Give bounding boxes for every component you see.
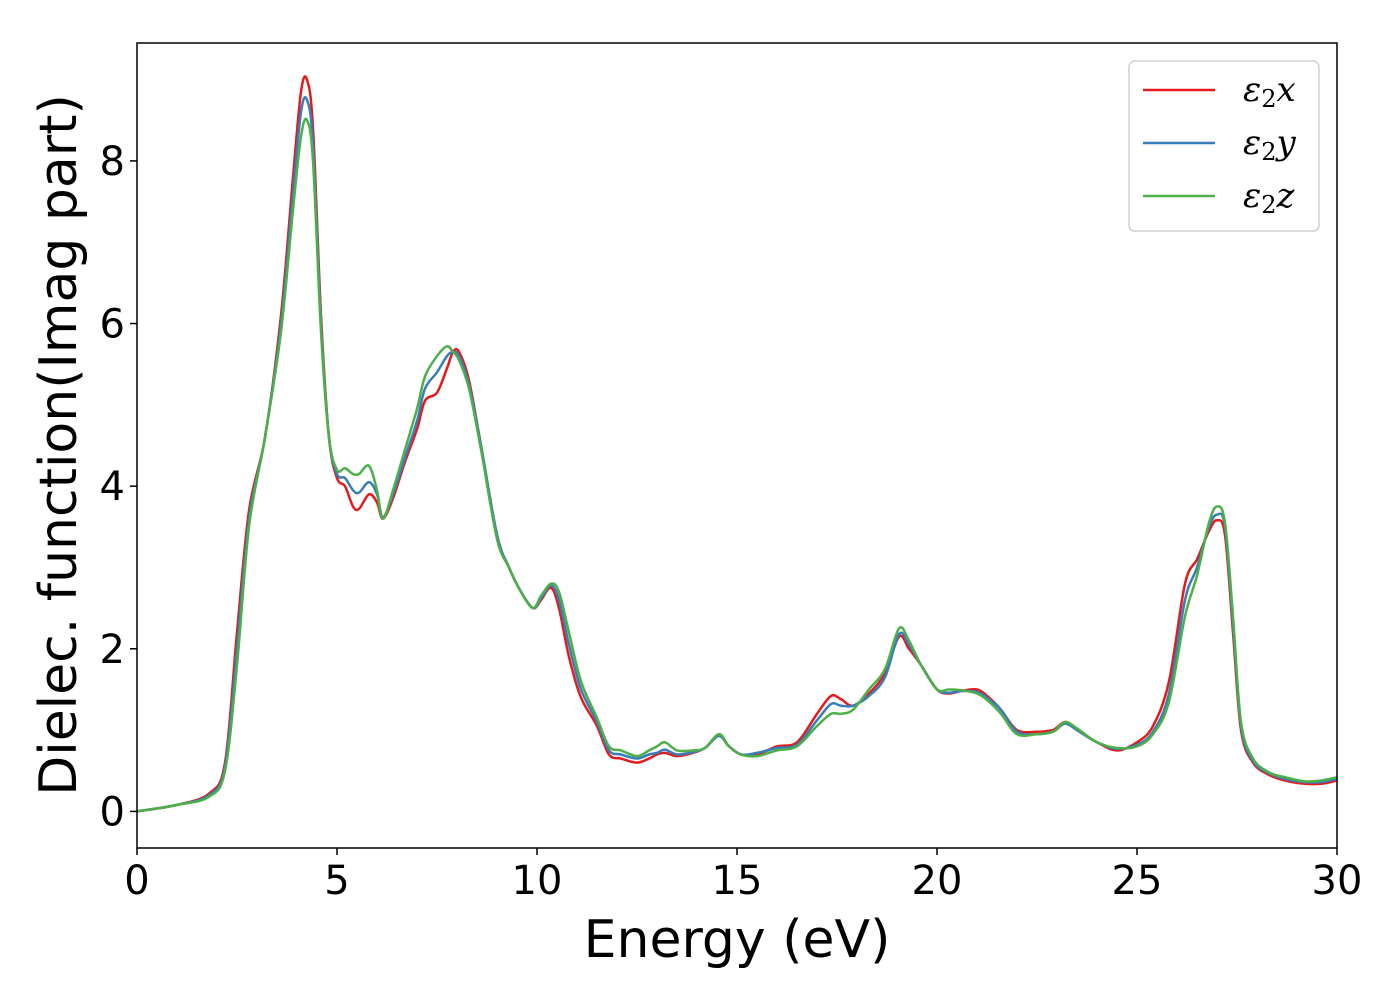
series-line-z: [136, 117, 1338, 813]
x-axis-label: Energy (eV): [584, 910, 891, 970]
legend-label-x: ε2x: [1243, 70, 1296, 113]
legend-box: [1128, 60, 1320, 232]
x-tick-label: 20: [912, 858, 963, 904]
y-tick-label: 4: [100, 464, 125, 510]
y-axis-label: Dielec. function(Imag part): [29, 94, 89, 796]
y-tick-label: 8: [100, 139, 125, 185]
x-tick-label: 0: [124, 858, 149, 904]
x-axis-ticks: 0 5 10 15 20 25 30: [124, 848, 1362, 904]
x-tick-label: 10: [512, 858, 563, 904]
y-tick-label: 6: [100, 302, 125, 348]
x-tick-label: 15: [712, 858, 763, 904]
y-tick-label: 2: [100, 627, 125, 673]
x-tick-label: 30: [1312, 858, 1363, 904]
y-axis-ticks: 0 2 4 6 8: [100, 139, 137, 835]
series-layer: [136, 75, 1338, 813]
legend: ε2x ε2y ε2z: [1128, 60, 1320, 232]
x-tick-label: 25: [1112, 858, 1163, 904]
legend-label-z: ε2z: [1243, 176, 1296, 219]
legend-label-y: ε2y: [1243, 123, 1297, 166]
y-tick-label: 0: [100, 789, 125, 835]
x-tick-label: 5: [324, 858, 349, 904]
